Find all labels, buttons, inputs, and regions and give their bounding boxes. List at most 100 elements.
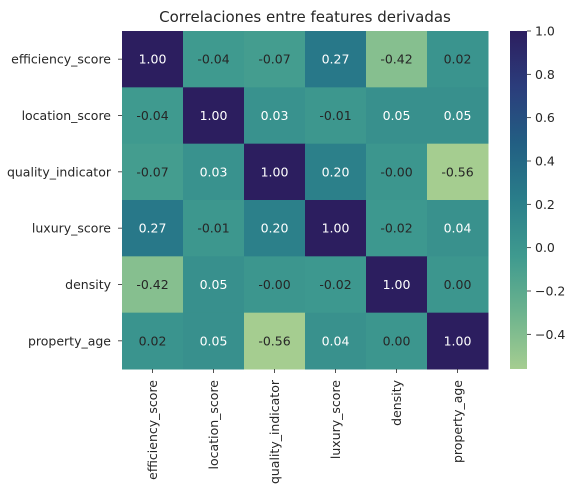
heatmap-cell	[122, 87, 184, 145]
colorbar-tick-label: 0.4	[535, 154, 555, 169]
cell-value-label: -0.42	[136, 277, 168, 292]
cell-value-label: 0.20	[322, 164, 350, 179]
heatmap-cell	[122, 31, 184, 88]
heatmap-cell	[244, 312, 306, 370]
cell-value-label: 0.05	[383, 108, 411, 123]
cell-value-label: 0.03	[261, 108, 289, 123]
heatmap-cell	[183, 256, 245, 314]
cell-value-label: 1.00	[383, 277, 411, 292]
heatmap-cell	[183, 312, 245, 370]
heatmap-cell	[427, 256, 489, 314]
row-tick-label: quality_indicator	[7, 164, 112, 179]
column-tick-label: density	[389, 379, 404, 425]
colorbar-tick-label: 0.6	[535, 110, 555, 125]
cell-value-label: -0.01	[319, 108, 351, 123]
cell-value-label: 0.27	[139, 221, 167, 236]
chart-title: Correlaciones entre features derivadas	[159, 8, 451, 26]
colorbar	[510, 31, 527, 369]
colorbar-ticks: 1.0 0.8 0.6 0.4 0.2 0.0 −0.2 −0.4	[527, 24, 565, 342]
heatmap-cell	[183, 87, 245, 145]
cell-value-label: 1.00	[444, 333, 472, 348]
column-tick-label: location_score	[206, 380, 221, 470]
cell-value-label: -0.56	[441, 164, 473, 179]
heatmap-cell	[366, 200, 428, 257]
heatmap-cell	[427, 31, 489, 88]
heatmap-cell	[427, 143, 489, 201]
heatmap-cell	[244, 256, 306, 314]
cell-value-label: 0.05	[200, 333, 228, 348]
cell-value-label: -0.00	[258, 277, 290, 292]
heatmap-cell	[183, 31, 245, 88]
heatmap-cell	[183, 200, 245, 257]
heatmap-cell	[366, 312, 428, 370]
heatmap-cell	[122, 200, 184, 257]
cell-value-label: 0.04	[444, 221, 472, 236]
cell-value-label: 0.05	[444, 108, 472, 123]
cell-value-label: 0.00	[383, 333, 411, 348]
column-tick-label: luxury_score	[328, 380, 343, 459]
cell-value-label: 0.05	[200, 277, 228, 292]
cell-value-label: -0.07	[258, 52, 290, 67]
cell-value-label: -0.01	[197, 221, 229, 236]
heatmap-cell	[305, 200, 367, 257]
heatmap-cell	[122, 143, 184, 201]
heatmap-cell	[366, 87, 428, 145]
heatmap-cell	[244, 87, 306, 145]
heatmap-cells	[122, 31, 489, 370]
heatmap-cell	[244, 143, 306, 201]
cell-value-label: -0.04	[136, 108, 168, 123]
heatmap-cell-labels: 1.00 -0.04 -0.07 0.27 -0.42 0.02 -0.04 1.00 0.03…	[136, 52, 473, 349]
heatmap-cell	[122, 256, 184, 314]
heatmap-cell	[305, 87, 367, 145]
heatmap-cell	[305, 312, 367, 370]
row-tick-label: efficiency_score	[11, 52, 111, 67]
cell-value-label: 0.02	[139, 333, 167, 348]
colorbar-tick-label: 0.0	[535, 240, 555, 255]
heatmap-cell	[183, 143, 245, 201]
cell-value-label: -0.02	[380, 221, 412, 236]
cell-value-label: 1.00	[322, 221, 350, 236]
cell-value-label: -0.42	[380, 52, 412, 67]
cell-value-label: 0.20	[261, 221, 289, 236]
column-tick-label: property_age	[450, 380, 465, 463]
cell-value-label: -0.56	[258, 333, 290, 348]
heatmap-cell	[427, 200, 489, 257]
cell-value-label: 1.00	[139, 52, 167, 67]
cell-value-label: -0.02	[319, 277, 351, 292]
heatmap-cell	[305, 256, 367, 314]
cell-value-label: -0.00	[380, 164, 412, 179]
cell-value-label: 0.00	[444, 277, 472, 292]
row-tick-label: luxury_score	[32, 221, 111, 236]
row-tick-label: location_score	[22, 108, 112, 123]
row-tick-labels: efficiency_score location_score quality_in…	[7, 52, 122, 348]
heatmap-cell	[122, 312, 184, 370]
cell-value-label: -0.07	[136, 164, 168, 179]
colorbar-tick-label: 1.0	[535, 24, 555, 39]
colorbar-tick-label: 0.2	[535, 197, 555, 212]
column-tick-labels: efficiency_score location_score quality_in…	[145, 369, 465, 484]
column-tick-label: quality_indicator	[267, 379, 282, 484]
row-tick-label: property_age	[28, 333, 111, 348]
heatmap-cell	[305, 31, 367, 88]
colorbar-tick-label: 0.8	[535, 67, 555, 82]
column-tick-label: efficiency_score	[145, 380, 160, 480]
colorbar-tick-label: −0.2	[535, 284, 565, 299]
cell-value-label: 1.00	[200, 108, 228, 123]
heatmap-cell	[366, 256, 428, 314]
heatmap-cell	[366, 31, 428, 88]
cell-value-label: 0.02	[444, 52, 472, 67]
heatmap-cell	[427, 312, 489, 370]
cell-value-label: 0.03	[200, 164, 228, 179]
heatmap-cell	[244, 31, 306, 88]
heatmap-cell	[427, 87, 489, 145]
cell-value-label: 0.27	[322, 52, 350, 67]
heatmap-cell	[305, 143, 367, 201]
cell-value-label: 1.00	[261, 164, 289, 179]
row-tick-label: density	[65, 277, 111, 292]
heatmap-cell	[244, 200, 306, 257]
heatmap-cell	[366, 143, 428, 201]
cell-value-label: -0.04	[197, 52, 229, 67]
colorbar-tick-label: −0.4	[535, 327, 565, 342]
